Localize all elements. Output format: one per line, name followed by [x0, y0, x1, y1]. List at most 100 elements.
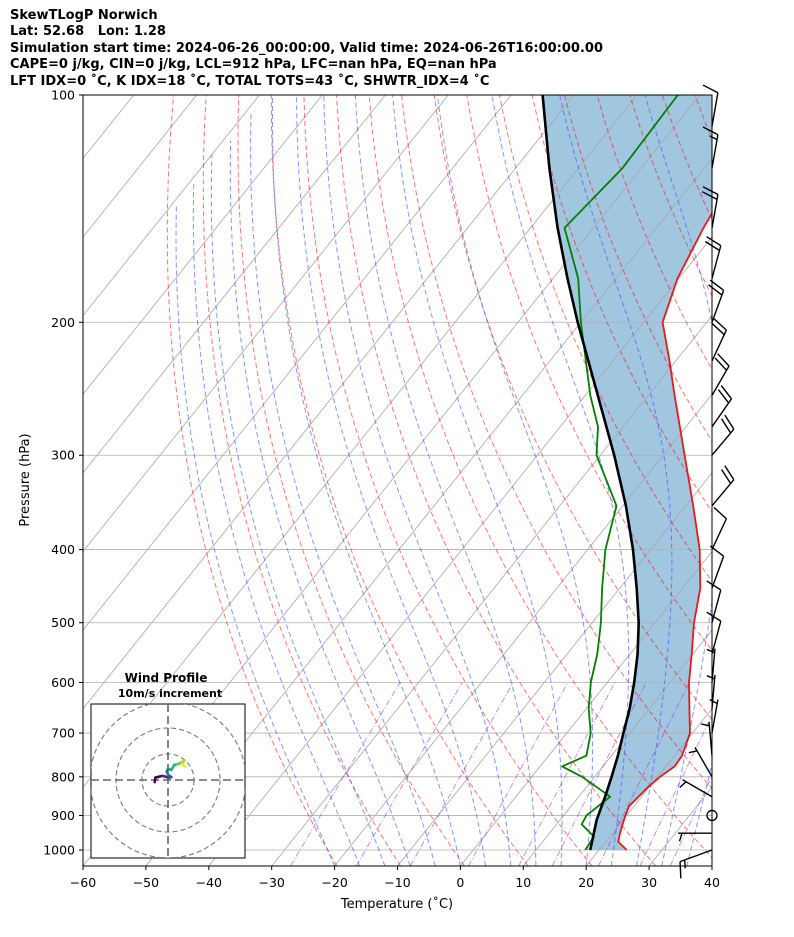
moist-adiabats: [175, 95, 712, 866]
barb-shaft: [682, 779, 713, 798]
barb-flag: [720, 385, 733, 400]
dewpoint-line: [561, 95, 679, 851]
dry-adiabat-line: [270, 95, 529, 866]
wind-barb: [701, 186, 719, 229]
x-tick-label: −40: [196, 875, 222, 890]
chart-header: SkewTLogP Norwich Lat: 52.68 Lon: 1.28 S…: [10, 8, 603, 90]
wind-barb: [688, 747, 713, 778]
mixing-ratio-line: [355, 682, 463, 866]
inset-subtitle: 10m/s increment: [118, 687, 222, 700]
moist-adiabat-line: [229, 140, 411, 866]
barb-flag: [717, 353, 730, 367]
wind-barb: [711, 353, 730, 396]
barb-flag: [706, 236, 722, 247]
barb-shaft: [711, 194, 719, 229]
isotherm-line: [83, 95, 449, 553]
dry-adiabat-line: [466, 95, 712, 652]
moist-adiabat-line: [491, 95, 630, 866]
mixing-ratio-line: [669, 774, 712, 866]
header-cape-line: CAPE=0 j/kg, CIN=0 j/kg, LCL=912 hPa, LF…: [10, 57, 497, 73]
x-tick-label: 20: [578, 875, 594, 890]
moist-adiabat-line: [272, 95, 461, 866]
x-tick-label: 0: [456, 875, 464, 890]
cin-shading-area: [542, 95, 712, 850]
isotherm-line: [83, 95, 575, 710]
dry-adiabat-line: [760, 95, 794, 866]
barb-flag: [724, 414, 735, 430]
dry-adiabat-line: [202, 95, 402, 866]
moist-adiabat-line: [323, 95, 512, 866]
barb-half-flag: [678, 832, 683, 842]
barb-shaft: [711, 589, 722, 623]
mixing-ratio-line: [639, 714, 712, 866]
barb-shaft: [711, 245, 722, 279]
isotherm-line: [460, 550, 712, 866]
barb-flag: [709, 279, 725, 291]
moist-adiabat-line: [354, 95, 537, 866]
inset-clipped: [91, 704, 245, 858]
y-tick-label: 100: [51, 88, 75, 103]
barb-flag: [679, 861, 682, 879]
wind-barb: [708, 279, 725, 323]
isotherm-line: [145, 157, 712, 866]
barb-shaft: [711, 365, 730, 396]
parcel-line: [541, 95, 641, 851]
moist-adiabat-line: [392, 95, 563, 866]
barb-shaft: [711, 699, 719, 734]
wind-barb: [711, 318, 728, 362]
mixing-ratio-line: [409, 682, 514, 866]
moist-adiabat-line: [175, 205, 336, 866]
barb-flag: [721, 418, 732, 434]
header-location: Lat: 52.68 Lon: 1.28: [10, 24, 166, 40]
barb-flag: [721, 469, 732, 484]
barb-flag: [724, 465, 735, 481]
y-axis-label: Pressure (hPa): [18, 433, 33, 526]
wind-barb: [679, 779, 713, 798]
wind-barb: [709, 699, 719, 734]
y-tick-label: 800: [51, 769, 75, 784]
hodograph-inset: Wind Profile 10m/s increment: [90, 671, 246, 859]
x-tick-label: 40: [704, 875, 720, 890]
y-tick-label: 900: [51, 808, 75, 823]
dry-adiabat-line: [336, 95, 657, 866]
wind-barb: [679, 849, 713, 879]
barb-shaft: [711, 479, 735, 507]
header-title: SkewTLogP Norwich: [10, 8, 158, 23]
barb-shaft: [711, 555, 725, 589]
barb-half-flag: [701, 723, 710, 727]
dry-adiabat-line: [237, 95, 465, 866]
y-tick-label: 600: [51, 675, 75, 690]
x-tick-label: −60: [70, 875, 96, 890]
x-tick-label: 30: [641, 875, 657, 890]
x-tick-label: −50: [133, 875, 159, 890]
isotherm-line: [83, 95, 197, 238]
isotherm-line: [397, 472, 712, 866]
y-tick-label: 500: [51, 615, 75, 630]
barb-flag: [702, 186, 719, 196]
barb-half-flag: [688, 750, 698, 754]
x-tick-label: 10: [515, 875, 531, 890]
wind-barb: [711, 506, 728, 550]
barb-flag: [702, 84, 719, 94]
barb-flag: [701, 191, 718, 201]
dry-adiabat-line: [368, 95, 712, 859]
cape-shading: [542, 95, 712, 850]
y-tick-label: 400: [51, 542, 75, 557]
isotherm-line: [0, 95, 71, 866]
barb-flag: [714, 357, 728, 371]
moist-adiabat-line: [210, 154, 386, 866]
y-tick-label: 200: [51, 315, 75, 330]
wind-barbs: [678, 84, 735, 879]
moist-adiabat-line: [192, 180, 361, 866]
barb-shaft: [711, 428, 735, 456]
barb-flag: [713, 506, 727, 520]
barb-shaft: [694, 747, 713, 778]
dry-adiabat-line: [498, 95, 712, 583]
barb-flag: [708, 284, 723, 296]
barb-shaft: [711, 620, 722, 655]
wind-barb: [702, 126, 719, 169]
y-tick-label: 300: [51, 448, 75, 463]
barb-flag: [717, 389, 730, 404]
isotherm-line: [271, 314, 712, 866]
barb-half-flag: [709, 699, 718, 705]
